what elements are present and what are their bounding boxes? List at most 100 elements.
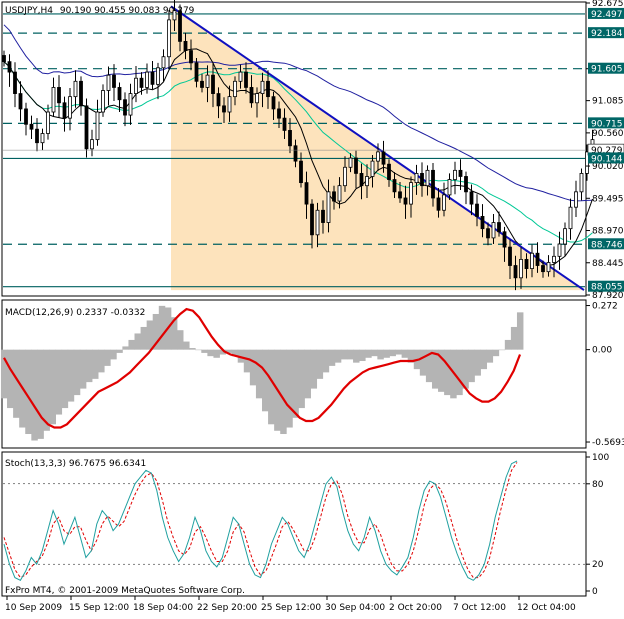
candle-body	[51, 87, 56, 113]
macd-layer	[0, 305, 524, 441]
macd-bar	[510, 326, 518, 350]
candle-body	[293, 145, 298, 162]
level-tag	[588, 280, 624, 292]
candle-body	[244, 71, 248, 88]
axis-layer: 92.675 91.605 91.085 90.560 90.020 89.495 88.9…	[5, 0, 624, 613]
candle-body	[442, 194, 446, 211]
macd-bar	[152, 313, 160, 350]
candle-body	[376, 151, 380, 162]
macd-bar	[7, 349, 14, 409]
macd-bar	[255, 349, 263, 399]
candle-body	[370, 160, 375, 177]
price-tick-label: 87.920	[592, 291, 624, 301]
macd-bar	[158, 305, 166, 350]
macd-bar	[480, 349, 488, 370]
time-tick-label: 12 Oct 04:00	[517, 603, 576, 613]
candle-body	[150, 71, 155, 85]
candle-body	[310, 203, 314, 236]
price-tick-label: 89.495	[592, 194, 624, 204]
candle-body	[167, 19, 171, 58]
candle-body	[513, 265, 518, 279]
candle-body	[392, 179, 397, 193]
macd-bar	[43, 349, 50, 431]
candle-body	[84, 105, 89, 150]
macd-bar	[456, 349, 463, 396]
candle-body	[486, 228, 490, 239]
candle-body	[326, 191, 331, 223]
macd-bar	[444, 349, 451, 396]
candle-body	[277, 108, 281, 119]
candle-body	[354, 157, 358, 174]
macd-bar	[49, 349, 56, 425]
stoch-title: Stoch(13,3,3) 96.7675 96.6341	[5, 459, 146, 469]
candle-body	[194, 62, 199, 82]
level-tag-label: 88.746	[591, 240, 623, 250]
macd-bar	[140, 326, 148, 350]
candle-body	[200, 80, 204, 88]
macd-bar	[122, 346, 129, 350]
candle-body	[46, 111, 50, 134]
candle-body	[425, 169, 430, 187]
macd-bar	[31, 349, 38, 441]
candle-body	[332, 191, 336, 202]
macd-bar	[401, 349, 409, 358]
candle-body	[13, 71, 17, 94]
macd-bar	[304, 349, 311, 399]
macd-bar	[61, 349, 69, 409]
macd-tick-label: -0.5693	[592, 438, 624, 448]
candle-body	[134, 77, 138, 94]
time-tick-label: 22 Sep 20:00	[197, 603, 257, 613]
candle-body	[255, 93, 259, 104]
candle-body	[40, 133, 45, 144]
macd-bar	[25, 349, 32, 435]
macd-bar	[201, 349, 208, 353]
stoch-tick-label: 0	[592, 587, 598, 597]
macd-bar	[377, 349, 384, 360]
stoch-signal-line	[3, 462, 518, 579]
time-tick-label: 25 Sep 12:00	[261, 603, 321, 613]
macd-bar	[195, 349, 202, 351]
macd-bar	[92, 349, 99, 379]
candle-body	[337, 185, 342, 202]
macd-bar	[85, 349, 93, 383]
candle-body	[117, 87, 122, 101]
macd-bar	[104, 349, 111, 366]
candle-body	[453, 169, 457, 180]
candle-body	[321, 209, 325, 223]
macd-bar	[365, 349, 372, 358]
price-tick-label: 90.560	[592, 129, 624, 139]
macd-bar	[67, 349, 75, 402]
candle-body	[205, 74, 210, 88]
stoch-panel	[1, 451, 587, 597]
time-tick-label: 2 Oct 20:00	[389, 603, 442, 613]
price-header: USDJPY,H4 90.190 90.455 90.083 90.279	[5, 6, 195, 16]
macd-bar	[353, 349, 360, 363]
candle-body	[288, 130, 292, 147]
candle-body	[233, 80, 237, 98]
macd-bar	[231, 349, 239, 357]
candle-body	[227, 96, 232, 113]
time-tick-label: 15 Sep 12:00	[69, 603, 129, 613]
candle-body	[123, 99, 127, 116]
macd-bar	[286, 349, 293, 428]
candle-body	[508, 246, 512, 266]
time-tick-label: 18 Sep 04:00	[133, 603, 193, 613]
macd-bar	[340, 349, 348, 360]
candle-body	[95, 111, 100, 141]
level-tag	[588, 117, 624, 129]
candle-body	[315, 209, 320, 236]
macd-bar	[292, 349, 299, 418]
level-tag	[588, 27, 624, 39]
macd-bar	[213, 349, 220, 358]
macd-bar	[419, 349, 427, 376]
macd-tick-label: 0.00	[592, 346, 612, 356]
macd-bar	[431, 349, 439, 389]
candle-body	[183, 40, 188, 51]
candle-body	[73, 80, 78, 98]
candle-body	[541, 265, 545, 273]
candle-body	[249, 87, 254, 104]
level-tag-label: 90.715	[591, 119, 623, 129]
macd-bar	[425, 349, 433, 383]
